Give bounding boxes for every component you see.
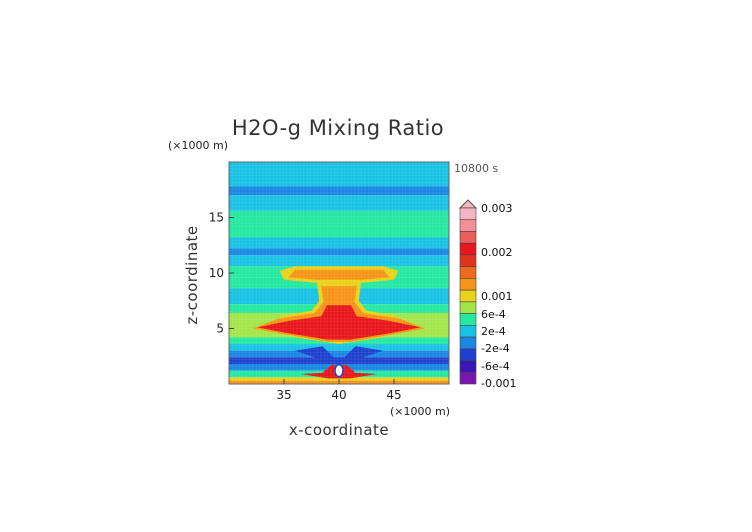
colorbar-swatch-3 bbox=[459, 242, 477, 256]
colorbar-swatch-4 bbox=[459, 254, 477, 267]
contour-region-core-red bbox=[257, 305, 421, 340]
y-axis-unit: (×1000 m) bbox=[168, 139, 228, 152]
chart-title: H2O-g Mixing Ratio bbox=[232, 116, 444, 140]
contour-band-3 bbox=[229, 210, 449, 238]
y-axis-label: z-coordinate bbox=[183, 225, 201, 324]
colorbar-label-0: 0.003 bbox=[481, 202, 513, 215]
colorbar-swatch-9 bbox=[459, 313, 477, 326]
colorbar-swatch-8 bbox=[459, 301, 477, 314]
contour-band-2 bbox=[229, 195, 449, 211]
axes: 35 40 45 5 10 15 bbox=[209, 161, 450, 402]
colorbar-swatch-2 bbox=[459, 231, 477, 244]
contour-band-6 bbox=[229, 255, 449, 267]
colorbar-swatch-1 bbox=[459, 219, 477, 232]
colorbar-swatch-14 bbox=[459, 371, 477, 385]
x-axis-unit: (×1000 m) bbox=[390, 405, 450, 418]
contour-band-1 bbox=[229, 186, 449, 196]
colorbar-label-7: -0.001 bbox=[481, 377, 516, 390]
x-tick-label-35: 35 bbox=[276, 388, 291, 402]
plot-area bbox=[229, 162, 449, 384]
colorbar-swatch-7 bbox=[459, 289, 477, 303]
contour-band-14 bbox=[229, 344, 449, 351]
contour-band-4 bbox=[229, 237, 449, 249]
colorbar: 0.003 0.002 0.001 6e-4 2e-4 -2e-4 -6e-4 -0.001 bbox=[458, 199, 516, 390]
contour-region-lower-blue bbox=[295, 346, 383, 362]
colorbar-label-1: 0.002 bbox=[481, 246, 513, 259]
y-tick-label-15: 15 bbox=[209, 211, 224, 225]
colorbar-label-2: 0.001 bbox=[481, 290, 513, 303]
colorbar-swatch-13 bbox=[459, 360, 477, 373]
colorbar-swatch-0 bbox=[459, 207, 477, 221]
y-tick-label-5: 5 bbox=[216, 322, 224, 336]
contour-band-5 bbox=[229, 248, 449, 256]
colorbar-label-6: -6e-4 bbox=[481, 360, 510, 373]
x-axis-label: x-coordinate bbox=[289, 421, 389, 439]
colorbar-overflow-arrow bbox=[458, 199, 478, 209]
colorbar-swatch-10 bbox=[459, 325, 477, 338]
colorbar-label-5: -2e-4 bbox=[481, 342, 510, 355]
y-tick-label-10: 10 bbox=[209, 266, 224, 280]
contour-band-15 bbox=[229, 350, 449, 358]
x-tick-label-40: 40 bbox=[331, 388, 346, 402]
colorbar-label-3: 6e-4 bbox=[481, 308, 506, 321]
contour-band-0 bbox=[229, 162, 449, 187]
colorbar-swatch-6 bbox=[459, 278, 477, 291]
colorbar-swatch-11 bbox=[459, 336, 477, 350]
colorbar-label-4: 2e-4 bbox=[481, 325, 506, 338]
contour-region-top-orange bbox=[288, 269, 390, 280]
time-stamp: 10800 s bbox=[454, 162, 498, 175]
surface-core-mark bbox=[334, 363, 344, 378]
x-tick-label-45: 45 bbox=[386, 388, 401, 402]
colorbar-swatch-12 bbox=[459, 348, 477, 361]
colorbar-swatch-5 bbox=[459, 266, 477, 279]
